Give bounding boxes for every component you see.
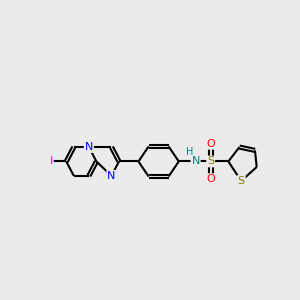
Text: O: O: [206, 139, 215, 149]
Text: O: O: [206, 174, 215, 184]
Text: N: N: [191, 157, 200, 166]
Text: S: S: [207, 157, 214, 166]
Text: S: S: [238, 176, 245, 186]
Text: H: H: [186, 147, 193, 157]
Text: N: N: [85, 142, 93, 152]
Text: N: N: [107, 171, 116, 181]
Text: I: I: [50, 157, 53, 166]
